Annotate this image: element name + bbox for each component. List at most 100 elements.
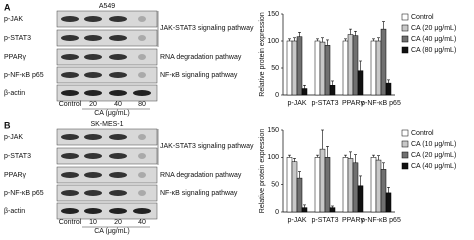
- y-tick-label: 0: [275, 209, 279, 216]
- y-axis-label: Relative protein expression: [259, 12, 266, 97]
- blot: [56, 202, 158, 220]
- y-tick-label: 150: [267, 127, 279, 134]
- band: [109, 72, 127, 78]
- lane-label: 20: [89, 101, 97, 108]
- band: [133, 90, 151, 96]
- y-tick-label: 50: [271, 65, 279, 72]
- x-tick-label: PPARγ: [342, 100, 365, 107]
- x-tick-label: p-JAK: [287, 217, 306, 224]
- lane-axis: CA (μg/mL): [94, 228, 130, 235]
- legend-label: CA (80 μg/mL): [411, 47, 456, 54]
- legend-swatch: [401, 140, 409, 148]
- band: [109, 35, 127, 41]
- band: [61, 54, 79, 60]
- band: [138, 134, 146, 140]
- lane-axis: CA (μg/mL): [94, 110, 130, 117]
- blot: [56, 48, 158, 66]
- bar: [291, 161, 298, 213]
- protein-label: p-NF-κB p65: [4, 72, 44, 79]
- legend-swatch: [401, 46, 409, 54]
- bar: [301, 88, 308, 96]
- blot: [56, 84, 158, 102]
- cell-line: A549: [99, 3, 115, 10]
- bar: [319, 41, 326, 96]
- blot: [56, 166, 158, 184]
- band: [61, 208, 79, 214]
- bar: [347, 158, 354, 213]
- bar: [291, 40, 298, 96]
- protein-label: p-NF-κB p65: [4, 190, 44, 197]
- band: [109, 153, 127, 159]
- bar: [342, 40, 349, 96]
- x-tick-label: p-NF-κB p65: [361, 217, 401, 224]
- legend-swatch: [401, 162, 409, 170]
- legend-label: CA (20 μg/mL): [411, 25, 456, 32]
- band: [138, 35, 146, 41]
- blot: [56, 10, 158, 28]
- band: [84, 72, 102, 78]
- bar: [375, 159, 382, 213]
- band: [109, 190, 127, 196]
- band: [138, 54, 146, 60]
- bar: [314, 157, 321, 213]
- bar: [385, 192, 392, 213]
- bar: [357, 70, 364, 96]
- protein-label: β-actin: [4, 208, 25, 215]
- pathway-label: JAK-STAT3 signaling pathway: [160, 143, 254, 150]
- band: [109, 54, 127, 60]
- band: [138, 172, 146, 178]
- legend-label: Control: [411, 14, 434, 21]
- band: [61, 90, 79, 96]
- band: [61, 172, 79, 178]
- lane-label: 20: [114, 219, 122, 226]
- bar: [375, 40, 382, 96]
- y-tick-label: 0: [275, 92, 279, 99]
- band: [61, 153, 79, 159]
- x-tick-label: p-STAT3: [312, 100, 339, 107]
- bar: [324, 157, 331, 213]
- y-tick-label: 50: [271, 182, 279, 189]
- protein-label: p-JAK: [4, 134, 23, 141]
- blot: [56, 184, 158, 202]
- lane-label: 80: [138, 101, 146, 108]
- band: [109, 16, 127, 22]
- lane-label: 10: [89, 219, 97, 226]
- legend-label: CA (10 μg/mL): [411, 141, 456, 148]
- bar: [385, 82, 392, 96]
- band: [138, 153, 146, 159]
- bar: [324, 45, 331, 96]
- band: [84, 153, 102, 159]
- band: [84, 54, 102, 60]
- blot: [56, 147, 158, 165]
- lane-label: 40: [114, 101, 122, 108]
- band: [109, 208, 127, 214]
- blot: [56, 29, 158, 47]
- bar: [329, 85, 336, 96]
- y-tick-label: 100: [267, 38, 279, 45]
- legend-label: CA (40 μg/mL): [411, 36, 456, 43]
- band: [84, 172, 102, 178]
- protein-label: β-actin: [4, 90, 25, 97]
- bar: [296, 36, 303, 96]
- pathway-label: JAK-STAT3 signaling pathway: [160, 25, 254, 32]
- x-tick-label: p-STAT3: [312, 217, 339, 224]
- y-tick-label: 100: [267, 154, 279, 161]
- y-axis-label: Relative protein expression: [259, 129, 266, 214]
- bar: [370, 157, 377, 213]
- protein-label: p-STAT3: [4, 35, 31, 42]
- bar: [352, 35, 359, 96]
- legend-swatch: [401, 151, 409, 159]
- band: [84, 16, 102, 22]
- legend-label: Control: [411, 130, 434, 137]
- lane-label: Control: [59, 219, 82, 226]
- legend-swatch: [401, 24, 409, 32]
- legend-swatch: [401, 13, 409, 21]
- bar: [352, 162, 359, 213]
- blot: [56, 66, 158, 84]
- bar: [357, 185, 364, 213]
- bar: [296, 177, 303, 213]
- band: [61, 16, 79, 22]
- legend-label: CA (20 μg/mL): [411, 152, 456, 159]
- band: [138, 72, 146, 78]
